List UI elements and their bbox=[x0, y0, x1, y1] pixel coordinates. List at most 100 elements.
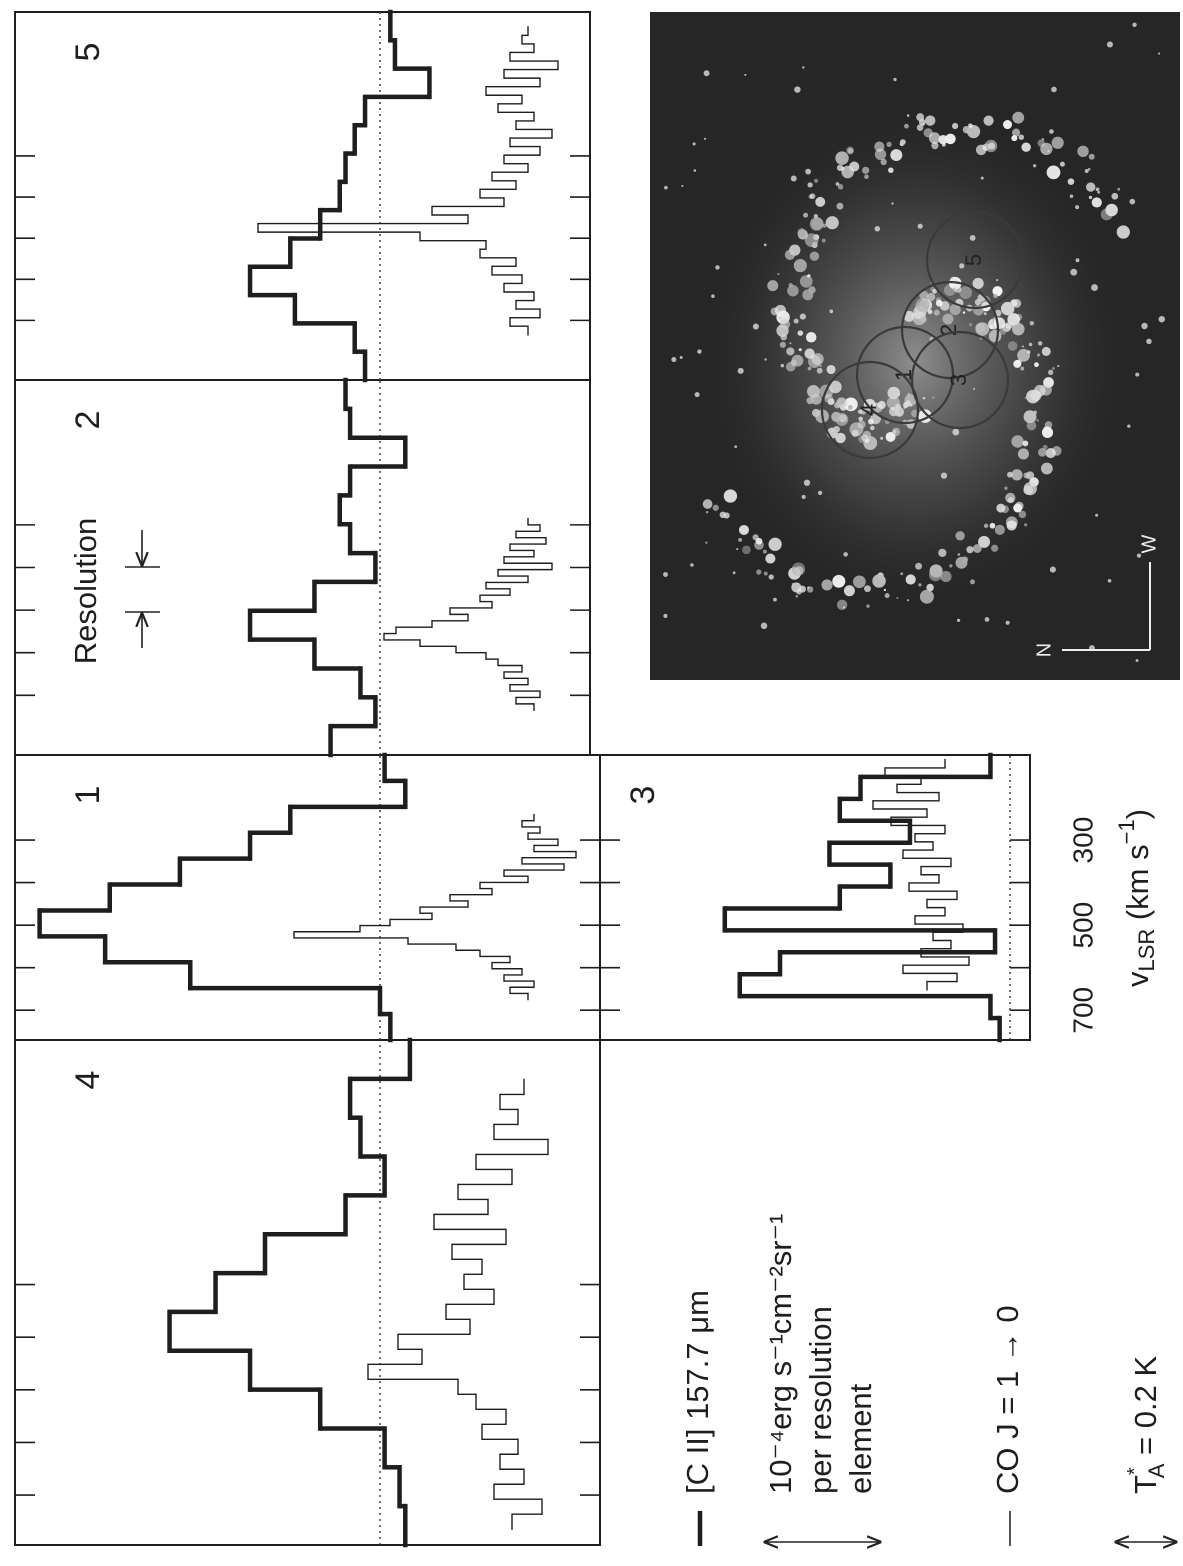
galaxy-speck bbox=[968, 323, 973, 327]
galaxy-speck bbox=[779, 318, 791, 330]
galaxy-speck bbox=[880, 436, 884, 440]
legend-cii-unit: per resolution bbox=[803, 1306, 838, 1494]
galaxy-speck bbox=[1007, 471, 1013, 478]
galaxy-speck bbox=[940, 472, 948, 479]
galaxy-speck bbox=[857, 409, 863, 414]
galaxy-speck bbox=[791, 562, 806, 576]
galaxy-speck bbox=[1046, 165, 1061, 180]
galaxy-speck bbox=[1027, 350, 1031, 354]
galaxy-speck bbox=[1136, 553, 1142, 558]
galaxy-speck bbox=[816, 367, 823, 374]
galaxy-speck bbox=[807, 274, 811, 278]
galaxy-speck bbox=[962, 125, 971, 134]
galaxy-speck bbox=[786, 347, 795, 356]
galaxy-speck bbox=[788, 282, 793, 288]
galaxy-speck bbox=[765, 553, 776, 564]
galaxy-speck bbox=[949, 564, 953, 568]
galaxy-speck bbox=[932, 288, 938, 294]
galaxy-speck bbox=[1004, 486, 1008, 490]
galaxy-speck bbox=[1135, 372, 1140, 377]
galaxy-speck bbox=[996, 278, 999, 282]
galaxy-speck bbox=[1069, 194, 1074, 199]
galaxy-speck bbox=[862, 166, 870, 174]
galaxy-speck bbox=[858, 435, 866, 443]
galaxy-speck bbox=[811, 217, 824, 230]
galaxy-speck bbox=[1026, 420, 1037, 431]
galaxy-speck bbox=[984, 617, 990, 622]
galaxy-speck bbox=[902, 140, 906, 143]
legend-cii-unit: element bbox=[843, 1383, 878, 1494]
galaxy-speck bbox=[836, 164, 844, 172]
galaxy-speck bbox=[1006, 520, 1017, 531]
aperture bbox=[910, 330, 1010, 430]
galaxy-speck bbox=[1021, 142, 1031, 152]
galaxy-speck bbox=[829, 309, 834, 314]
galaxy-speck bbox=[885, 431, 896, 442]
galaxy-speck bbox=[784, 249, 796, 260]
galaxy-speck bbox=[794, 86, 801, 93]
galaxy-speck bbox=[807, 182, 813, 188]
galaxy-speck bbox=[891, 406, 895, 411]
galaxy-speck bbox=[1012, 298, 1022, 308]
galaxy-speck bbox=[692, 142, 696, 146]
legend-co-scale-part: = 0.2 K bbox=[1128, 1356, 1163, 1464]
galaxy-speck bbox=[738, 537, 743, 542]
galaxy-speck bbox=[690, 563, 694, 567]
galaxy-speck bbox=[744, 73, 747, 76]
galaxy-speck bbox=[737, 367, 744, 374]
galaxy-speck bbox=[1091, 284, 1098, 291]
galaxy-speck bbox=[864, 585, 871, 593]
galaxy-speck bbox=[1005, 492, 1016, 504]
galaxy-speck bbox=[975, 322, 986, 333]
panel-frame bbox=[14, 11, 591, 381]
galaxy-speck bbox=[752, 323, 759, 330]
galaxy-speck bbox=[819, 364, 822, 367]
galaxy-speck bbox=[867, 418, 874, 425]
galaxy-speck bbox=[1028, 342, 1033, 347]
galaxy-speck bbox=[933, 309, 940, 316]
galaxy-speck bbox=[813, 214, 818, 219]
galaxy-speck bbox=[1023, 410, 1037, 424]
galaxy-speck bbox=[983, 312, 987, 316]
galaxy-speck bbox=[955, 531, 965, 541]
galaxy-speck bbox=[835, 151, 849, 165]
x-tick-label: 700 bbox=[1067, 987, 1098, 1034]
galaxy-speck bbox=[1012, 111, 1025, 124]
galaxy-speck bbox=[915, 562, 922, 570]
galaxy-speck bbox=[702, 499, 713, 509]
aperture-label: 3 bbox=[946, 374, 971, 386]
galaxy-speck bbox=[904, 123, 909, 129]
galaxy-speck bbox=[1040, 462, 1053, 475]
galaxy-speck bbox=[893, 430, 897, 434]
galaxy-speck bbox=[1052, 367, 1055, 370]
galaxy-speck bbox=[957, 553, 961, 556]
galaxy-speck bbox=[826, 364, 836, 375]
galaxy-speck bbox=[1051, 136, 1064, 149]
galaxy-speck bbox=[928, 132, 941, 144]
galaxy-speck bbox=[705, 541, 708, 544]
galaxy-speck bbox=[988, 329, 1002, 343]
galaxy-speck bbox=[940, 571, 952, 583]
galaxy-speck bbox=[979, 295, 991, 307]
galaxy-speck bbox=[994, 524, 1005, 535]
galaxy-speck bbox=[663, 572, 668, 577]
galaxy-speck bbox=[763, 571, 768, 576]
galaxy-speck bbox=[870, 425, 875, 431]
galaxy-specks bbox=[663, 22, 1165, 663]
galaxy-speck bbox=[853, 575, 866, 589]
galaxy-speck bbox=[833, 425, 840, 433]
galaxy-speck bbox=[1146, 338, 1152, 345]
galaxy-speck bbox=[837, 184, 844, 190]
galaxy-speck bbox=[1084, 169, 1089, 174]
galaxy-speck bbox=[760, 622, 768, 630]
galaxy-speck bbox=[906, 599, 910, 602]
galaxy-speck bbox=[893, 77, 897, 82]
galaxy-speck bbox=[1135, 659, 1139, 663]
galaxy-speck bbox=[1041, 426, 1054, 439]
x-axis-title-part: ) bbox=[1120, 809, 1155, 819]
galaxy-speck bbox=[807, 366, 812, 371]
aperture bbox=[820, 360, 920, 460]
galaxy-speck bbox=[736, 547, 739, 551]
legend-co-scale: T*A = 0.2 K bbox=[1124, 1356, 1169, 1494]
galaxy-speck bbox=[858, 416, 864, 422]
